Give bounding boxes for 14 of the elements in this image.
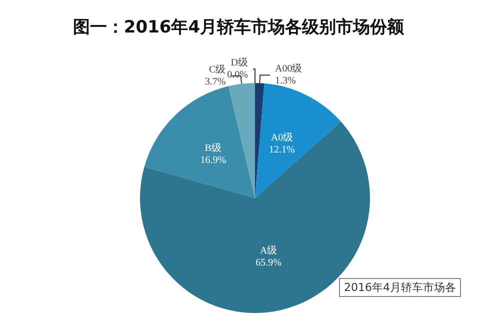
- data-label: 3.7%: [204, 76, 226, 88]
- data-label: 16.9%: [200, 154, 226, 166]
- text: 2016年4月轿车市场各: [344, 281, 456, 294]
- data-label: 12.1%: [269, 144, 295, 156]
- data-label: 65.9%: [256, 257, 282, 268]
- text: 0.0%: [227, 70, 248, 80]
- slice-label: B级: [204, 142, 222, 154]
- slice-label: A00级: [275, 62, 302, 75]
- chart-title: 图一：2016年4月轿车市场各级别市场份额: [72, 18, 406, 38]
- slice-label: A级: [260, 244, 278, 256]
- data-label: 1.3%: [275, 76, 296, 87]
- slice-label: C级: [209, 63, 226, 76]
- slice-label: A0级: [270, 131, 294, 144]
- category-label: D级: [230, 58, 248, 68]
